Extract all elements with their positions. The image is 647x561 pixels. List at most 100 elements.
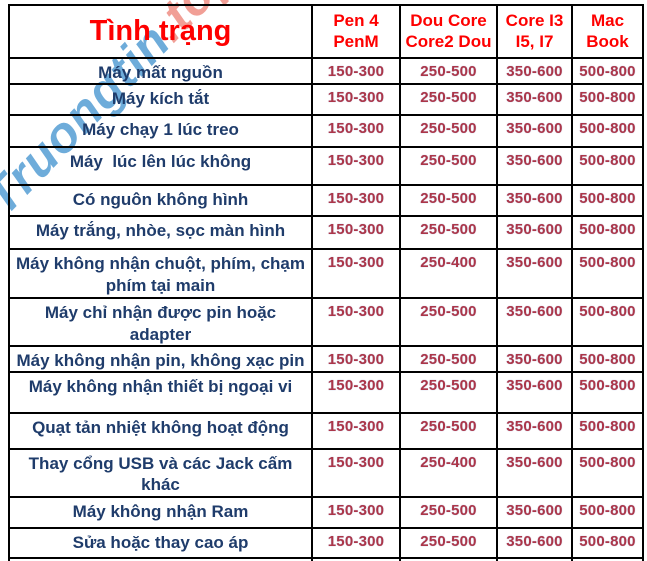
price-cell: 250-500 (399, 146, 498, 187)
condition-label: Có nguôn không hình (8, 184, 313, 218)
condition-label: Chép rom bios, Phá password bios (8, 556, 313, 561)
table-row: Máy trắng, nhòe, sọc màn hình 150-300 25… (8, 215, 644, 251)
table-row: Máy mất nguồn 150-300 250-500 350-600 50… (8, 56, 644, 86)
condition-label: Sửa hoặc thay cao áp (8, 526, 313, 559)
price-cell: 150-300 (311, 114, 401, 149)
condition-label: Máy không nhận chuột, phím, chạm phím tạ… (8, 248, 313, 300)
price-cell: 150-300 (311, 344, 401, 374)
price-cell: 350-600 (496, 146, 573, 187)
price-cell: 350-600 (496, 526, 573, 559)
header-pen4-line2: PenM (333, 31, 379, 51)
price-cell: 250-500 (399, 297, 498, 347)
table-row: Sửa hoặc thay cao áp 150-300 250-500 350… (8, 526, 644, 559)
price-cell: 150-300 (311, 83, 401, 117)
price-cell: 150-300 (311, 215, 401, 251)
price-cell: 150-300 (311, 371, 401, 414)
price-cell: 500-800 (571, 344, 644, 374)
price-cell: 150-300 (311, 56, 401, 86)
condition-label: Máy kích tắt (8, 83, 313, 117)
price-cell: 500-800 (571, 371, 644, 414)
table-row: Máy chạy 1 lúc treo 150-300 250-500 350-… (8, 114, 644, 149)
price-cell: 250-500 (399, 526, 498, 559)
price-cell: 250-500 (399, 412, 498, 450)
price-cell: 500-800 (571, 83, 644, 117)
price-cell: 500-800 (571, 526, 644, 559)
header-core-i3-i5-i7: Core I3 I5, I7 (496, 4, 573, 59)
condition-label: Máy không nhận pin, không xạc pin (8, 344, 313, 374)
table-row: Máy không nhận chuột, phím, chạm phím tạ… (8, 248, 644, 300)
price-cell: 500-800 (571, 215, 644, 251)
condition-label: Máy trắng, nhòe, sọc màn hình (8, 215, 313, 251)
price-cell: 350-600 (496, 412, 573, 450)
table-row: Máy không nhận Ram 150-300 250-500 350-6… (8, 495, 644, 529)
condition-label: Máy chạy 1 lúc treo (8, 114, 313, 149)
price-cell: 250-500 (399, 83, 498, 117)
price-cell: 350-600 (496, 297, 573, 347)
price-cell: 350-600 (496, 56, 573, 86)
price-cell: 350-600 (496, 344, 573, 374)
price-cell: 250-500 (399, 215, 498, 251)
price-cell: 350-600 (496, 248, 573, 300)
table-row: Máy kích tắt 150-300 250-500 350-600 500… (8, 83, 644, 117)
table-row: Quạt tản nhiệt không hoạt động 150-300 2… (8, 412, 644, 450)
price-cell: 150-300 (311, 412, 401, 450)
price-cell: 500-800 (571, 248, 644, 300)
price-cell: 150-300 (311, 248, 401, 300)
price-cell: 250-500 (399, 495, 498, 529)
price-cell: 250-400 (399, 448, 498, 498)
header-row: Tình trạng Pen 4 PenM Dou Core Core2 Dou… (8, 4, 644, 59)
price-cell: 500-800 (571, 114, 644, 149)
price-cell: 350-600 (496, 495, 573, 529)
price-cell: 350-600 (496, 448, 573, 498)
header-macbook-line2: Book (586, 31, 629, 51)
header-core-i3-line2: I5, I7 (515, 31, 554, 51)
header-dou-core-line2: Core2 Dou (405, 31, 492, 51)
table-row: Máy không nhận thiết bị ngoại vi 150-300… (8, 371, 644, 414)
header-macbook-line1: Mac (590, 10, 625, 30)
price-cell: 500-800 (571, 297, 644, 347)
table-row: Máy chỉ nhận được pin hoặc adapter 150-3… (8, 297, 644, 347)
price-cell: 150-300 (311, 297, 401, 347)
header-dou-core: Dou Core Core2 Dou (399, 4, 498, 59)
price-cell: 150-300 (311, 495, 401, 529)
price-cell: 350-600 (496, 83, 573, 117)
condition-label: Máy không nhận Ram (8, 495, 313, 529)
price-cell: 150-300 (311, 448, 401, 498)
header-pen4-line1: Pen 4 (333, 10, 379, 30)
price-cell: 500-800 (571, 495, 644, 529)
condition-label: Máy mất nguồn (8, 56, 313, 86)
price-cell: 500-800 (571, 448, 644, 498)
price-cell: 500-800 (571, 184, 644, 218)
header-dou-core-line1: Dou Core (410, 10, 487, 30)
price-cell: 250-500 (399, 56, 498, 86)
price-cell: 250-500 (399, 114, 498, 149)
condition-label: Máy chỉ nhận được pin hoặc adapter (8, 297, 313, 347)
price-cell: 150-300 (311, 526, 401, 559)
price-cell: 150-300 (311, 556, 401, 561)
price-cell: 500-800 (571, 556, 644, 561)
price-cell: 350-600 (496, 371, 573, 414)
price-cell: 350-600 (496, 215, 573, 251)
header-pen4-penm: Pen 4 PenM (311, 4, 401, 59)
condition-label: Máy lúc lên lúc không (8, 146, 313, 187)
header-condition: Tình trạng (8, 4, 313, 59)
price-cell: 150-300 (311, 146, 401, 187)
price-cell: 500-800 (571, 146, 644, 187)
price-cell: 500-800 (571, 412, 644, 450)
price-cell: 250-500 (399, 371, 498, 414)
price-cell: 350-600 (496, 556, 573, 561)
table-row: Có nguôn không hình 150-300 250-500 350-… (8, 184, 644, 218)
table-row: Thay cổng USB và các Jack cấm khác 150-3… (8, 448, 644, 498)
table-row: Chép rom bios, Phá password bios 150-300… (8, 556, 644, 561)
price-cell: 350-600 (496, 184, 573, 218)
price-cell: 500-800 (571, 56, 644, 86)
price-cell: 250-500 (399, 344, 498, 374)
price-cell: 250-400 (399, 248, 498, 300)
price-cell: 150-300 (311, 184, 401, 218)
header-core-i3-line1: Core I3 (505, 10, 564, 30)
repair-price-table: Tình trạng Pen 4 PenM Dou Core Core2 Dou… (8, 4, 644, 561)
price-cell: 250-500 (399, 556, 498, 561)
condition-label: Quạt tản nhiệt không hoạt động (8, 412, 313, 450)
header-macbook: Mac Book (571, 4, 644, 59)
